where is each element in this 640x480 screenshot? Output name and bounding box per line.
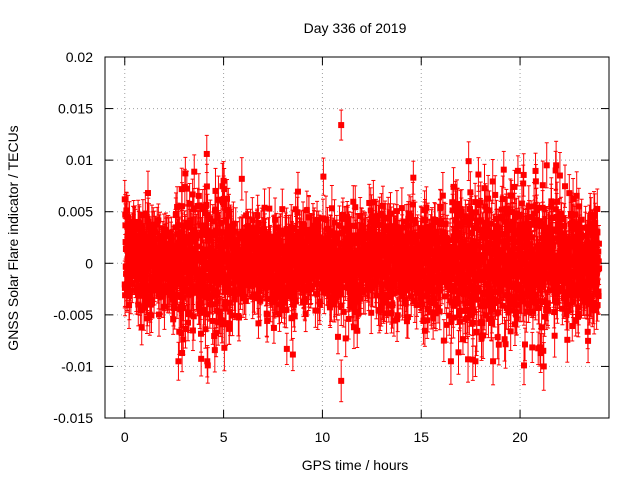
chart-title: Day 336 of 2019: [304, 20, 407, 36]
data-points: [121, 109, 603, 403]
